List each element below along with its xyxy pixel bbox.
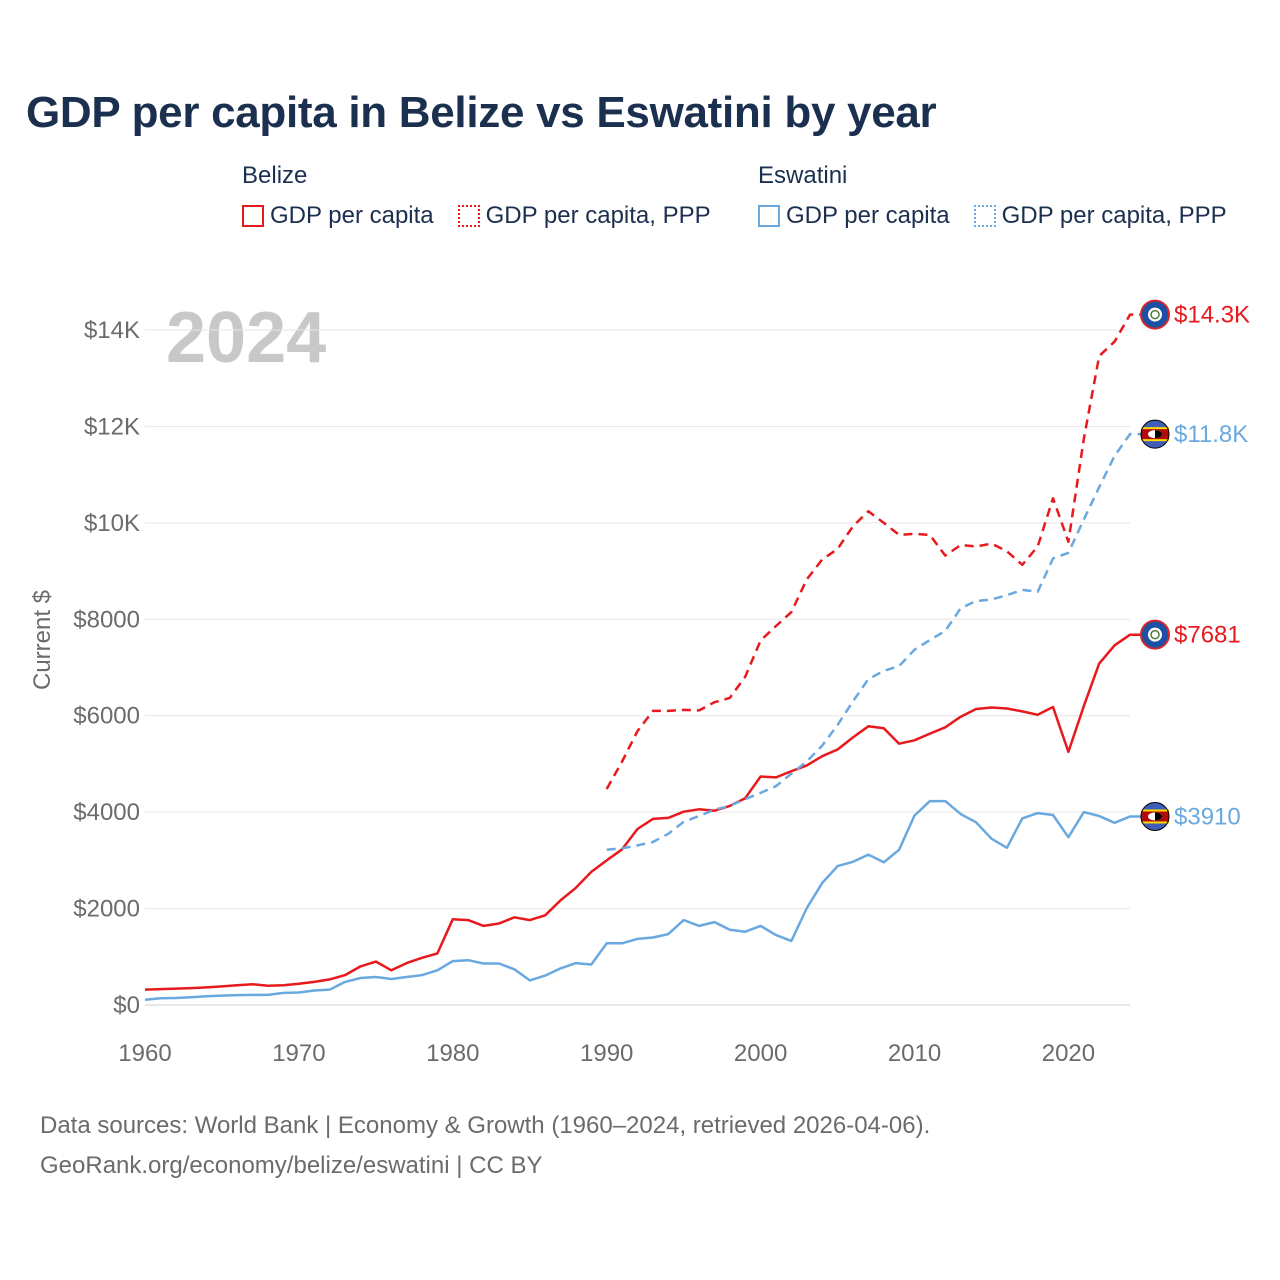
legend-swatch-dotted [973,205,996,227]
legend-swatch-dotted [457,205,480,227]
legend-group-title: Belize [242,162,308,189]
eswatini-flag-icon [1140,419,1170,449]
year-watermark: 2024 [166,298,326,378]
y-tick-label: $4000 [73,799,140,826]
y-tick-label: $10K [84,510,140,537]
legend-item-eswatini-gdp[interactable]: GDP per capita [758,202,950,230]
x-tick-label: 1970 [272,1040,325,1067]
legend-item-belize-gdp-ppp[interactable]: GDP per capita, PPP [457,202,711,230]
legend-group-belize: Belize GDP per capita GDP per capita, PP… [242,162,711,230]
y-tick-label: $14K [84,317,140,344]
eswatini-flag-icon [1140,801,1170,831]
series-line-eswatini-gdp-per-capita[interactable] [144,799,1152,1001]
data-source-text: Data sources: World Bank | Economy & Gro… [40,1112,931,1139]
x-tick-label: 2000 [734,1040,787,1067]
y-tick-label: $0 [113,992,140,1019]
y-axis-label: Current $ [29,590,56,690]
series-line-belize-gdp-per-capita[interactable] [144,633,1152,991]
belize-flag-icon [1140,299,1170,330]
series-end-label: $7681 [1174,622,1241,649]
y-tick-label: $2000 [73,896,140,923]
legend-label: GDP per capita, PPP [485,202,711,229]
attribution-text: GeoRank.org/economy/belize/eswatini | CC… [40,1152,543,1179]
legend-item-eswatini-gdp-ppp[interactable]: GDP per capita, PPP [973,202,1227,230]
y-tick-label: $12K [84,413,140,440]
legend-swatch-solid [758,205,780,227]
legend-group-title: Eswatini [758,162,848,189]
x-tick-label: 1990 [580,1040,633,1067]
legend-label: GDP per capita [786,202,950,229]
y-tick-label: $8000 [73,606,140,633]
series-end-label: $11.8K [1174,421,1248,448]
belize-flag-icon [1140,619,1170,650]
series-line-belize-gdp-per-capita-ppp[interactable] [605,313,1152,790]
series-end-label: $3910 [1174,803,1241,830]
legend-label: GDP per capita, PPP [1001,202,1227,229]
x-tick-label: 2020 [1042,1040,1095,1067]
legend-group-eswatini: Eswatini GDP per capita GDP per capita, … [758,162,1227,230]
chart-title: GDP per capita in Belize vs Eswatini by … [26,88,937,137]
series-end-label: $14.3K [1174,302,1250,329]
legend-item-belize-gdp[interactable]: GDP per capita [242,202,434,230]
x-tick-label: 1960 [118,1040,171,1067]
x-tick-label: 1980 [426,1040,479,1067]
y-tick-label: $6000 [73,703,140,730]
legend-label: GDP per capita [270,202,434,229]
series-line-eswatini-gdp-per-capita-ppp[interactable] [606,432,1152,852]
footer: Data sources: World Bank | Economy & Gro… [40,1106,930,1186]
legend-swatch-solid [242,205,264,227]
x-tick-label: 2010 [888,1040,941,1067]
line-chart: 2024 $0$2000$4000$6000$8000$10K$12K$14K … [29,298,1250,1067]
